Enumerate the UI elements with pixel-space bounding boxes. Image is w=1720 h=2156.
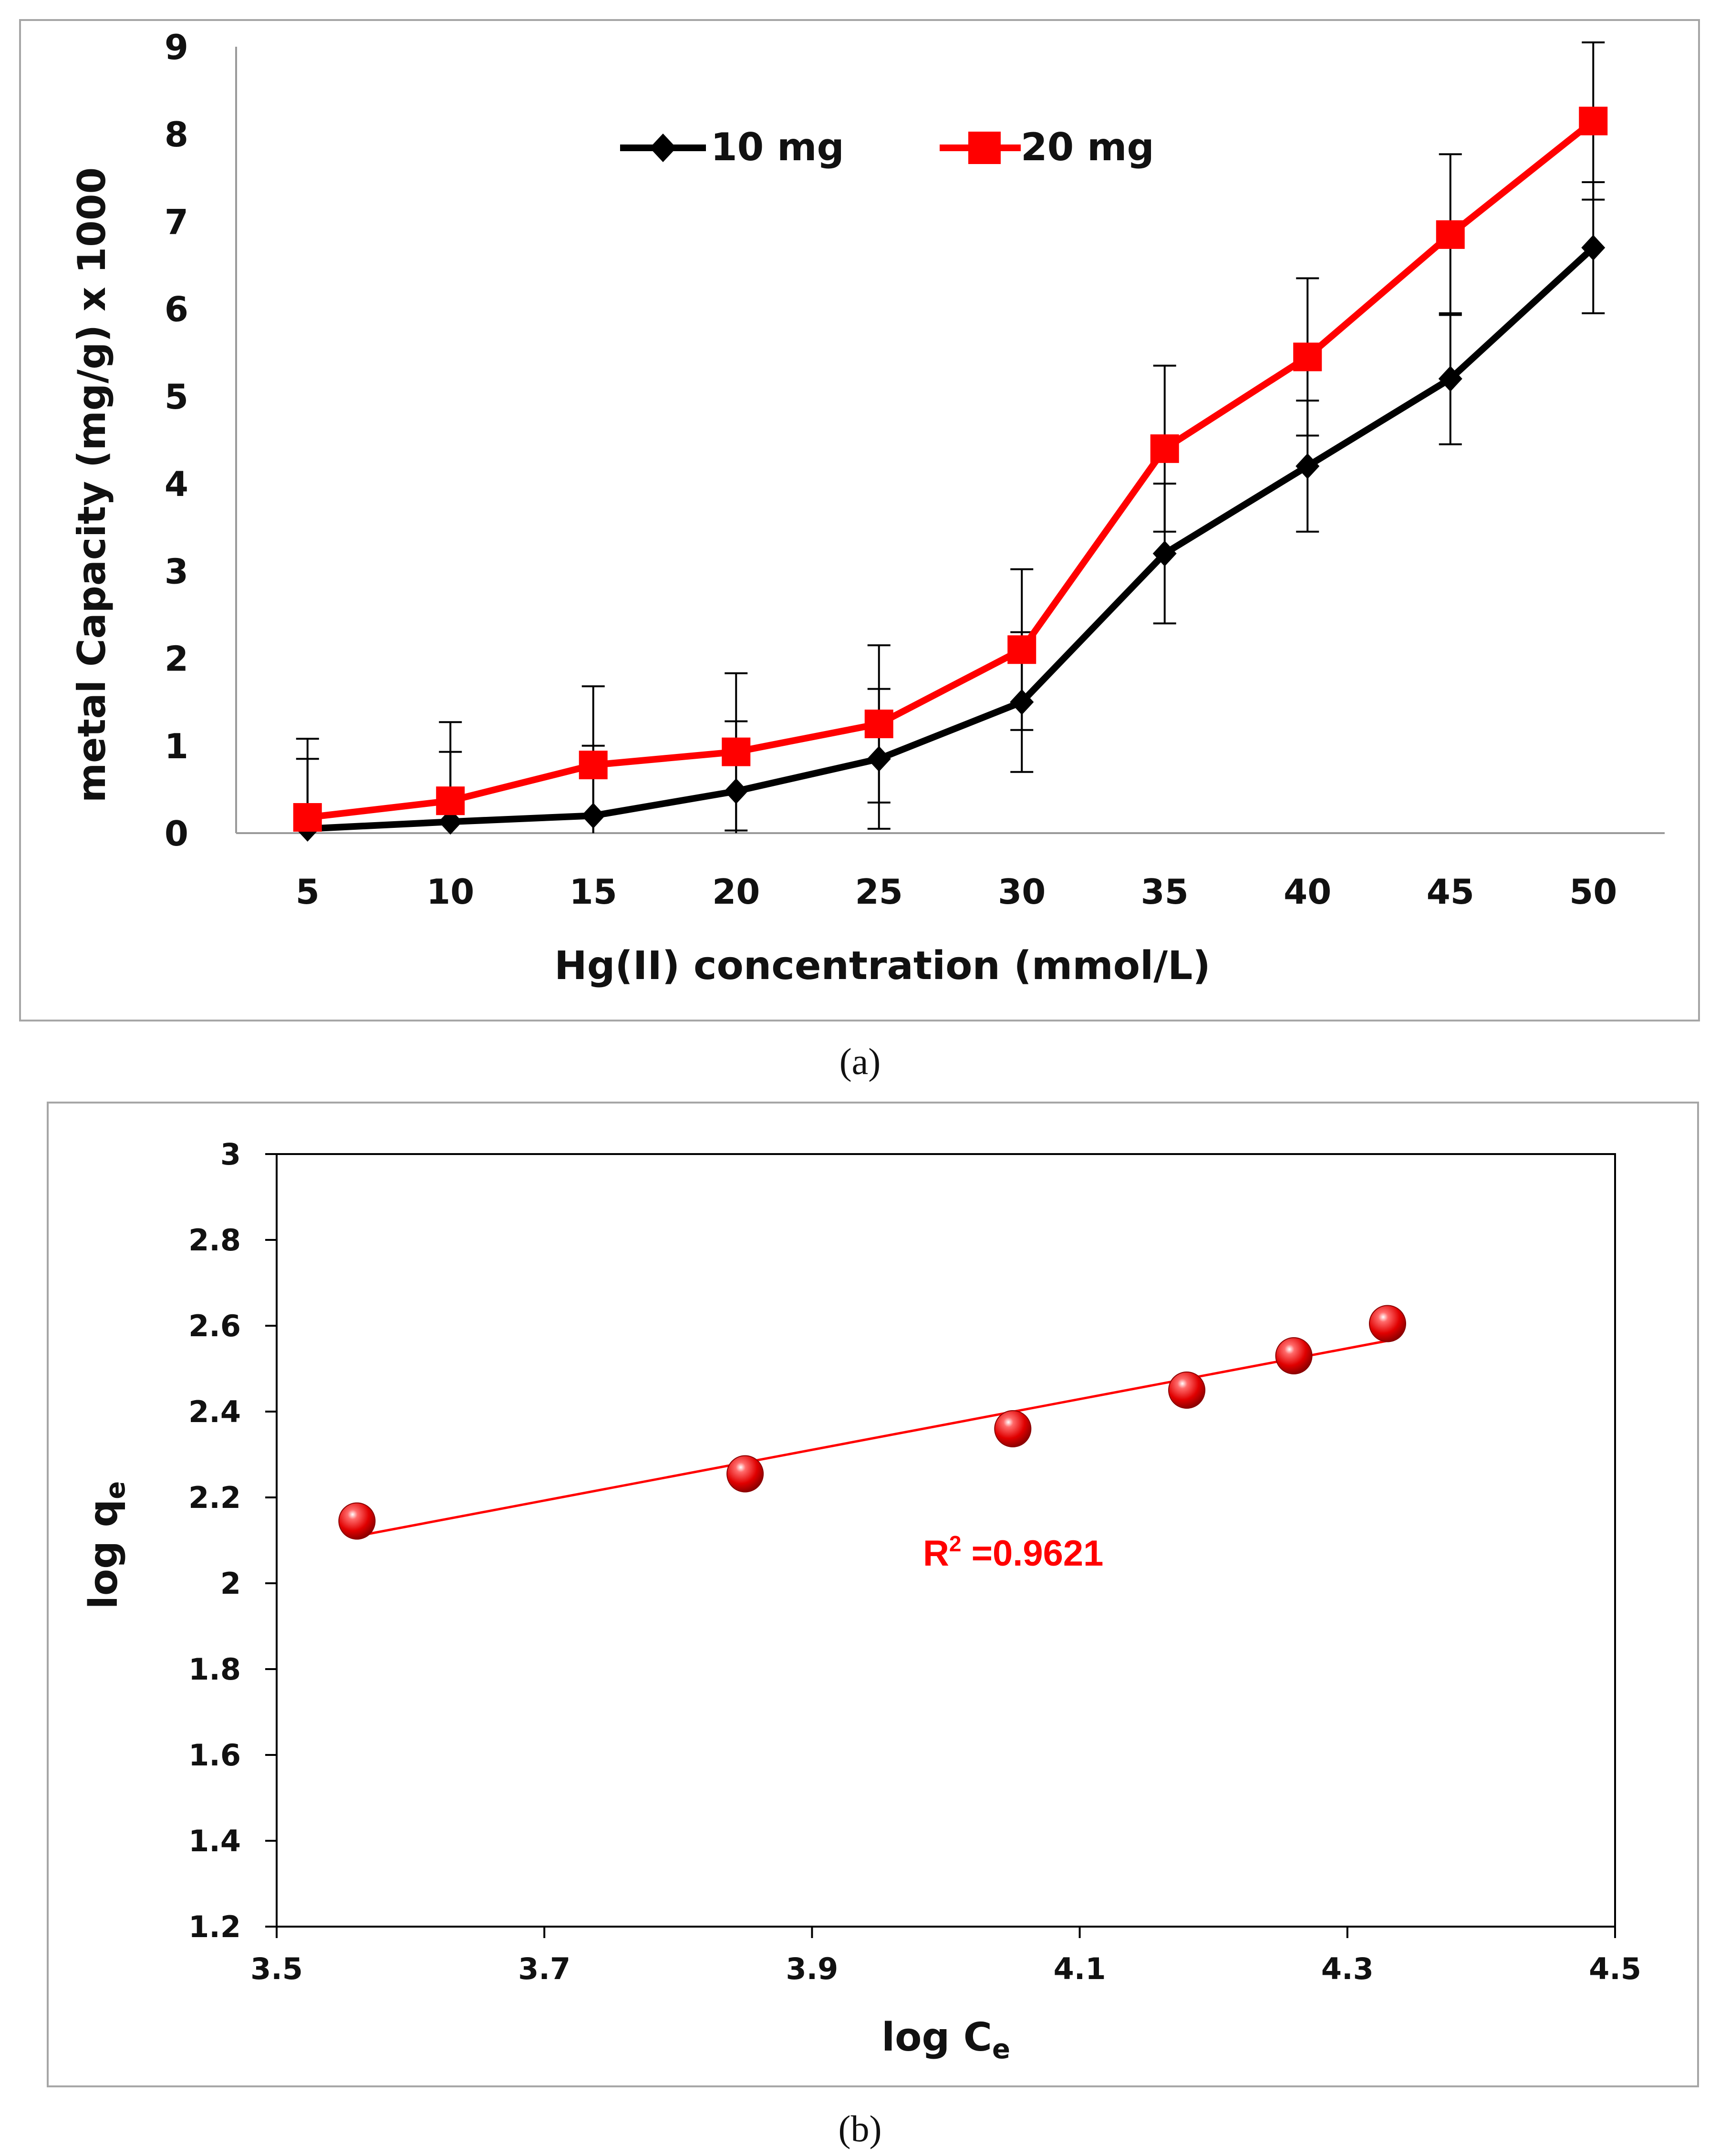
panel-b-y-tick-label: 1.4 — [188, 1824, 241, 1858]
panel-b-y-tick-label: 2.6 — [188, 1309, 241, 1343]
panel-a-x-tick-label: 15 — [570, 872, 617, 912]
panel-a-legend: 10 mg 20 mg — [620, 125, 1154, 169]
r2-label: R — [923, 1533, 949, 1574]
panel-b-x-axis-title: log Ce — [881, 2015, 1010, 2065]
data-point-20mg — [436, 786, 465, 815]
legend-label-20mg: 20 mg — [1021, 125, 1154, 169]
panel-b-y-tick-label: 3 — [220, 1137, 241, 1172]
panel-a-series-lines — [307, 118, 1596, 832]
panel-b-x-tick-label: 3.9 — [786, 1951, 838, 1986]
data-point-10mg — [1438, 366, 1462, 392]
scatter-point — [338, 1502, 376, 1540]
data-point-20mg — [1150, 434, 1179, 463]
panel-b-y-tick-label: 2.4 — [188, 1394, 241, 1429]
data-point-20mg — [293, 803, 322, 832]
panel-a-y-tick-label: 6 — [165, 289, 188, 330]
panel-a-y-tick-label: 2 — [165, 639, 188, 679]
data-point-20mg — [1436, 220, 1465, 249]
panel-b-r2-annotation: R2 =0.9621 — [923, 1531, 1103, 1574]
data-point-10mg — [1295, 453, 1320, 479]
y-title-sub: e — [100, 1481, 131, 1499]
panel-a-x-ticks: 5 10 15 20 25 30 35 40 45 50 — [296, 872, 1617, 912]
panel-b-y-tick-label: 1.6 — [188, 1738, 241, 1773]
data-point-10mg — [1152, 540, 1177, 567]
data-point-20mg — [579, 751, 608, 780]
data-point-10mg — [724, 778, 748, 805]
panel-b-x-tick-label: 3.5 — [250, 1951, 303, 1986]
panel-a-x-tick-label: 5 — [296, 872, 320, 912]
panel-b-x-tick-label: 4.1 — [1054, 1951, 1106, 1986]
panel-a-y-axis-title: metal Capacity (mg/g) x 1000 — [70, 167, 114, 803]
data-point-20mg — [1579, 106, 1608, 135]
panel-a-y-tick-label: 9 — [165, 27, 188, 67]
legend-marker-10mg — [650, 134, 676, 162]
panel-a-caption: (a) — [839, 1041, 881, 1082]
panel-b-caption: (b) — [839, 2108, 882, 2149]
data-point-20mg — [1007, 635, 1036, 664]
panel-a-y-tick-label: 0 — [165, 814, 188, 854]
data-point-10mg — [438, 809, 463, 835]
legend-marker-20mg — [968, 132, 1001, 164]
panel-a-frame — [19, 19, 1700, 1021]
panel-a-x-tick-label: 20 — [712, 872, 760, 912]
x-title-main: log C — [881, 2015, 992, 2060]
panel-b-y-tick-label: 1.2 — [188, 1909, 241, 1944]
data-point-10mg — [1581, 235, 1606, 261]
data-point-10mg — [1010, 689, 1034, 715]
scatter-point — [1168, 1372, 1206, 1409]
panel-a-x-tick-label: 40 — [1284, 872, 1331, 912]
panel-a-y-tick-label: 1 — [165, 726, 188, 766]
panel-a-x-tick-label: 25 — [855, 872, 903, 912]
panel-b-x-tick-label: 4.5 — [1589, 1951, 1641, 1986]
panel-a-y-tick-label: 4 — [165, 464, 188, 504]
panel-a-y-ticks: 0 1 2 3 4 5 6 7 8 9 — [165, 27, 188, 854]
panel-a-y-tick-label: 7 — [165, 202, 188, 242]
scatter-point — [726, 1455, 764, 1493]
scatter-point — [1275, 1337, 1313, 1374]
panel-a-markers — [293, 106, 1608, 842]
data-point-20mg — [864, 709, 893, 738]
x-title-sub: e — [992, 2034, 1010, 2065]
data-point-10mg — [581, 803, 605, 829]
panel-a-x-tick-label: 10 — [426, 872, 474, 912]
panel-a-y-tick-label: 8 — [165, 114, 188, 155]
panel-b-y-tick-label: 2.8 — [188, 1223, 241, 1258]
data-point-20mg — [722, 737, 751, 766]
panel-b-y-tick-label: 2.2 — [188, 1480, 241, 1515]
r2-superscript: 2 — [949, 1531, 962, 1556]
panel-a-y-tick-label: 5 — [165, 377, 188, 417]
panel-a-x-axis-title: Hg(II) concentration (mmol/L) — [554, 943, 1211, 989]
panel-b-plot-area — [276, 1153, 1616, 1928]
panel-b-trendline — [356, 1340, 1388, 1537]
panel-b-axes — [265, 1153, 1616, 1938]
panel-a-y-tick-label: 3 — [165, 551, 188, 591]
panel-b-y-ticks: 1.2 1.4 1.6 1.8 2 2.2 2.4 2.6 2.8 3 — [188, 1137, 241, 1944]
series-line-20mg — [307, 118, 1596, 821]
panel-b-y-tick-label: 2 — [220, 1566, 241, 1601]
panel-b-x-tick-label: 3.7 — [518, 1951, 570, 1986]
panel-a-x-tick-label: 50 — [1569, 872, 1617, 912]
panel-a-axes — [235, 47, 1665, 834]
legend-label-10mg: 10 mg — [711, 125, 844, 169]
panel-b-y-axis-title: log qe — [81, 1481, 131, 1609]
panel-b-points — [338, 1305, 1406, 1540]
data-point-20mg — [1293, 342, 1322, 371]
scatter-point — [1368, 1305, 1406, 1342]
series-line-10mg — [307, 245, 1596, 832]
panel-b-y-tick-label: 1.8 — [188, 1652, 241, 1687]
y-title-main: log q — [81, 1499, 126, 1609]
panel-b-x-tick-label: 4.3 — [1321, 1951, 1374, 1986]
data-point-10mg — [867, 746, 891, 772]
panel-a-x-tick-label: 45 — [1427, 872, 1474, 912]
r2-value: =0.9621 — [961, 1533, 1103, 1574]
panel-a-x-tick-label: 35 — [1141, 872, 1189, 912]
panel-b-x-ticks: 3.5 3.7 3.9 4.1 4.3 4.5 — [250, 1951, 1641, 1986]
panel-a-x-tick-label: 30 — [998, 872, 1046, 912]
scatter-point — [994, 1410, 1032, 1447]
